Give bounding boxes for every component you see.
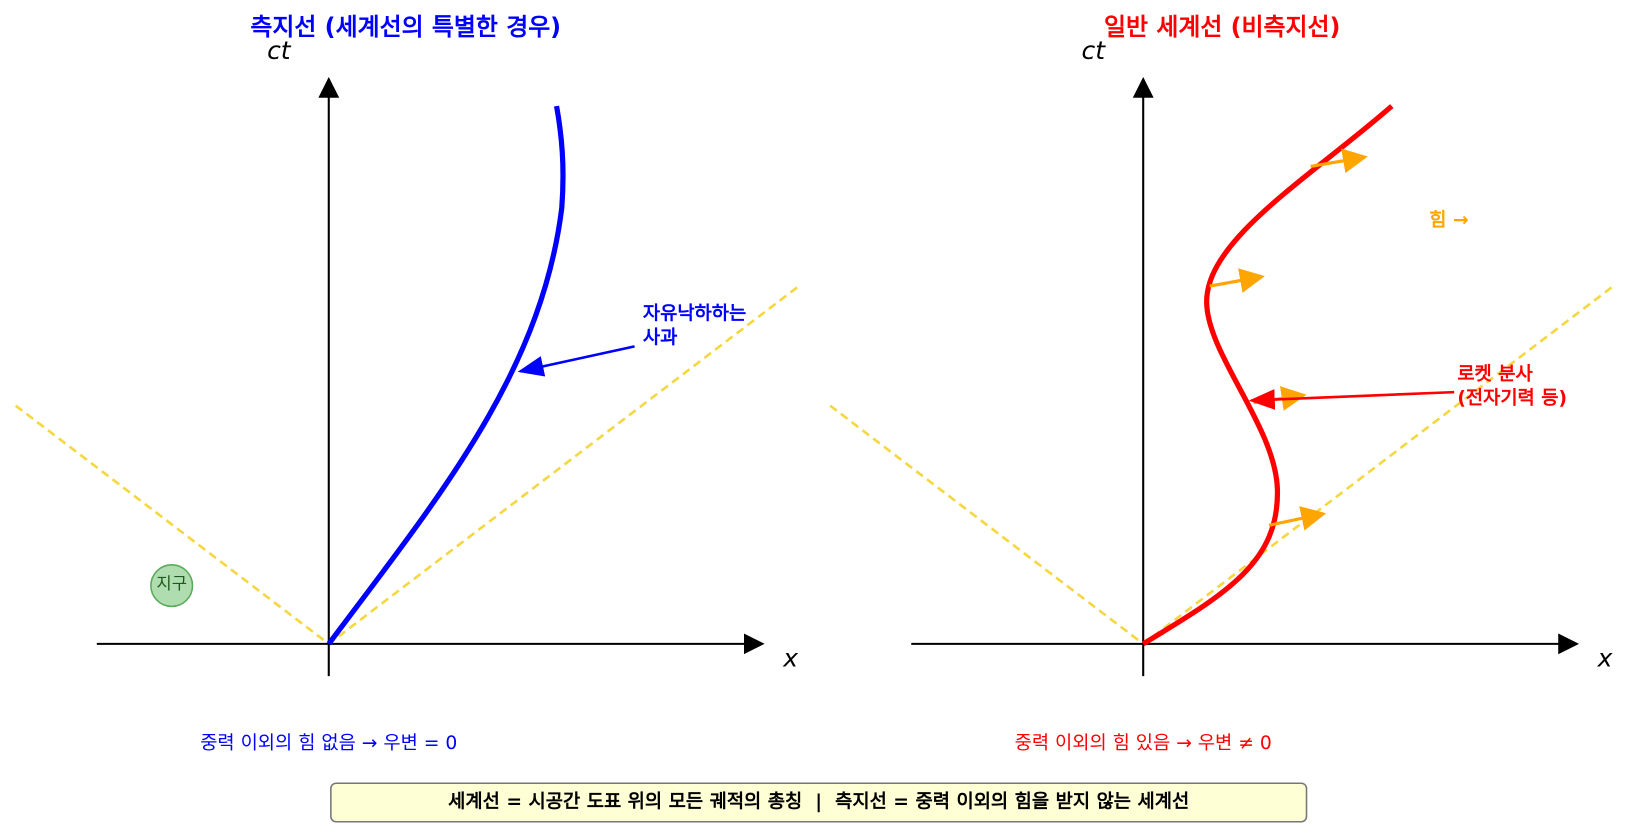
force-arrow	[1209, 268, 1265, 293]
y-axis-label: ct	[1082, 36, 1107, 65]
footer: 세계선 = 시공간 도표 위의 모든 궤적의 총칭 | 측지선 = 중력 이외의…	[448, 790, 1189, 812]
annotation-arrow	[517, 345, 635, 377]
annotation: 사과	[643, 328, 677, 349]
y-axis-label: ct	[267, 36, 292, 65]
x-axis-label: x	[1597, 643, 1613, 672]
panel-title: 일반 세계선 (비측지선)	[1104, 13, 1340, 41]
world-line	[1141, 104, 1394, 647]
footer-box	[330, 782, 1308, 823]
right-panel: 일반 세계선 (비측지선) ct x 힘 → 로켓 분사 (전자기력 등) 중력…	[829, 13, 1615, 754]
panel-title: 측지선 (세계선의 특별한 경우)	[250, 13, 561, 41]
earth-label: 지구	[156, 574, 187, 593]
annotation-arrow	[1248, 389, 1455, 410]
force-arrow	[1268, 506, 1327, 531]
force-arrows	[1209, 148, 1368, 531]
caption: 중력 이외의 힘 없음 → 우변 = 0	[200, 733, 457, 754]
force-arrow	[1310, 148, 1368, 174]
annotation: (전자기력 등)	[1457, 388, 1567, 409]
force-label: 힘 →	[1429, 210, 1468, 231]
left-panel: 측지선 (세계선의 특별한 경우) ct x 자유낙하하는 사과 지구 중력 이…	[14, 13, 800, 754]
earth	[150, 564, 194, 608]
annotation: 자유낙하하는	[643, 304, 746, 325]
light-cone	[14, 285, 800, 646]
geodesic	[326, 105, 566, 646]
caption: 중력 이외의 힘 있음 → 우변 ≠ 0	[1015, 733, 1272, 754]
x-axis-label: x	[782, 643, 798, 672]
annotation: 로켓 분사	[1457, 364, 1533, 385]
